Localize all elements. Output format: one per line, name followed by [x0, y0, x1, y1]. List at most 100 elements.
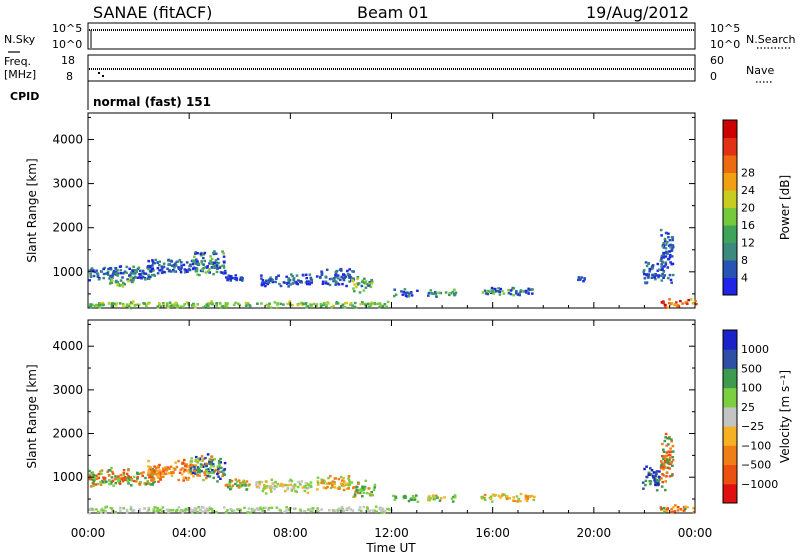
- data-cell: [378, 306, 381, 309]
- data-cell: [348, 479, 351, 482]
- data-cell: [577, 276, 581, 279]
- data-cell: [404, 496, 407, 499]
- data-cell: [182, 305, 185, 308]
- data-cell: [177, 506, 181, 509]
- data-cell: [107, 469, 111, 472]
- data-cell: [111, 479, 115, 482]
- data-cell: [150, 267, 153, 271]
- data-cell: [198, 459, 201, 462]
- data-cell: [658, 470, 661, 473]
- data-cell: [515, 292, 518, 295]
- colorbar-segment: [723, 137, 737, 156]
- data-cell: [152, 509, 156, 512]
- data-cell: [167, 259, 170, 262]
- data-cell: [268, 279, 271, 282]
- data-cell: [210, 300, 213, 303]
- data-cell: [362, 505, 366, 509]
- colorbar-tick-label: 24: [741, 184, 755, 197]
- data-cell: [689, 298, 693, 301]
- data-cell: [115, 271, 118, 275]
- time-axis: 00:00 04:00 08:00 12:00 16:00 20:00 00:00: [71, 526, 713, 540]
- data-cell: [267, 281, 271, 284]
- data-cell: [244, 304, 248, 307]
- data-cell: [238, 508, 242, 511]
- data-cell: [292, 278, 295, 281]
- data-cell: [180, 266, 183, 269]
- data-cell: [228, 481, 232, 484]
- data-cell: [124, 477, 128, 480]
- data-cell: [190, 457, 193, 460]
- data-cell: [402, 290, 406, 294]
- data-cell: [285, 506, 288, 509]
- data-cell: [286, 302, 289, 306]
- data-cell: [532, 498, 536, 502]
- data-cell: [174, 270, 178, 273]
- data-cell: [668, 256, 672, 259]
- data-cell: [191, 463, 194, 467]
- data-cell: [264, 506, 267, 510]
- data-cell: [672, 450, 675, 453]
- data-cell: [483, 498, 487, 501]
- data-cell: [146, 510, 149, 513]
- data-cell: [310, 507, 313, 510]
- data-cell: [503, 493, 506, 496]
- data-cell: [226, 276, 230, 279]
- data-cell: [271, 279, 274, 282]
- data-cell: [152, 269, 155, 272]
- data-cell: [659, 259, 663, 262]
- data-cell: [330, 305, 334, 309]
- y-axis-label: Slant Range [km]: [25, 158, 39, 262]
- data-cell: [220, 470, 223, 473]
- data-cell: [93, 270, 97, 274]
- power-panel: 1000 2000 3000 4000 Slant Range [km]: [25, 112, 698, 310]
- data-cell: [345, 507, 349, 511]
- data-cell: [107, 479, 111, 482]
- data-cell: [88, 469, 91, 473]
- data-cell: [126, 278, 129, 281]
- data-cell: [282, 483, 285, 487]
- data-cell: [205, 464, 208, 468]
- data-cell: [258, 483, 261, 486]
- data-cell: [648, 480, 652, 483]
- data-cell: [138, 482, 141, 486]
- data-cell: [360, 284, 364, 288]
- data-cell: [310, 281, 313, 284]
- data-cell: [686, 302, 689, 305]
- data-cell: [137, 266, 141, 269]
- data-cell: [665, 444, 668, 447]
- data-cell: [131, 509, 134, 512]
- data-cell: [370, 282, 374, 285]
- data-cell: [211, 510, 214, 513]
- data-cell: [186, 478, 190, 481]
- data-cell: [209, 462, 212, 465]
- data-cell: [297, 480, 300, 484]
- data-cell: [316, 507, 319, 510]
- data-cell: [429, 497, 432, 500]
- data-cell: [162, 270, 165, 274]
- data-cell: [217, 261, 220, 265]
- data-cell: [180, 261, 183, 264]
- data-cell: [386, 507, 389, 511]
- x-tick-label: 20:00: [577, 526, 612, 540]
- panel-frame: [87, 112, 696, 309]
- data-cell: [110, 507, 114, 510]
- data-cell: [234, 478, 238, 481]
- data-cell: [668, 298, 671, 301]
- data-cell: [167, 263, 170, 266]
- data-cell: [178, 471, 182, 474]
- data-cell: [339, 475, 343, 479]
- data-cell: [257, 486, 261, 489]
- data-cell: [147, 267, 150, 271]
- data-cell: [110, 281, 114, 284]
- data-cell: [527, 287, 530, 290]
- colorbar-tick-label: 100: [741, 382, 762, 395]
- data-cell: [163, 468, 167, 472]
- data-cell: [107, 301, 111, 305]
- data-cell: [502, 292, 506, 295]
- data-cell: [200, 505, 204, 509]
- data-cell: [655, 489, 659, 492]
- data-cell: [340, 269, 343, 272]
- data-cell: [206, 265, 209, 268]
- data-cell: [138, 509, 142, 512]
- data-cell: [198, 508, 202, 512]
